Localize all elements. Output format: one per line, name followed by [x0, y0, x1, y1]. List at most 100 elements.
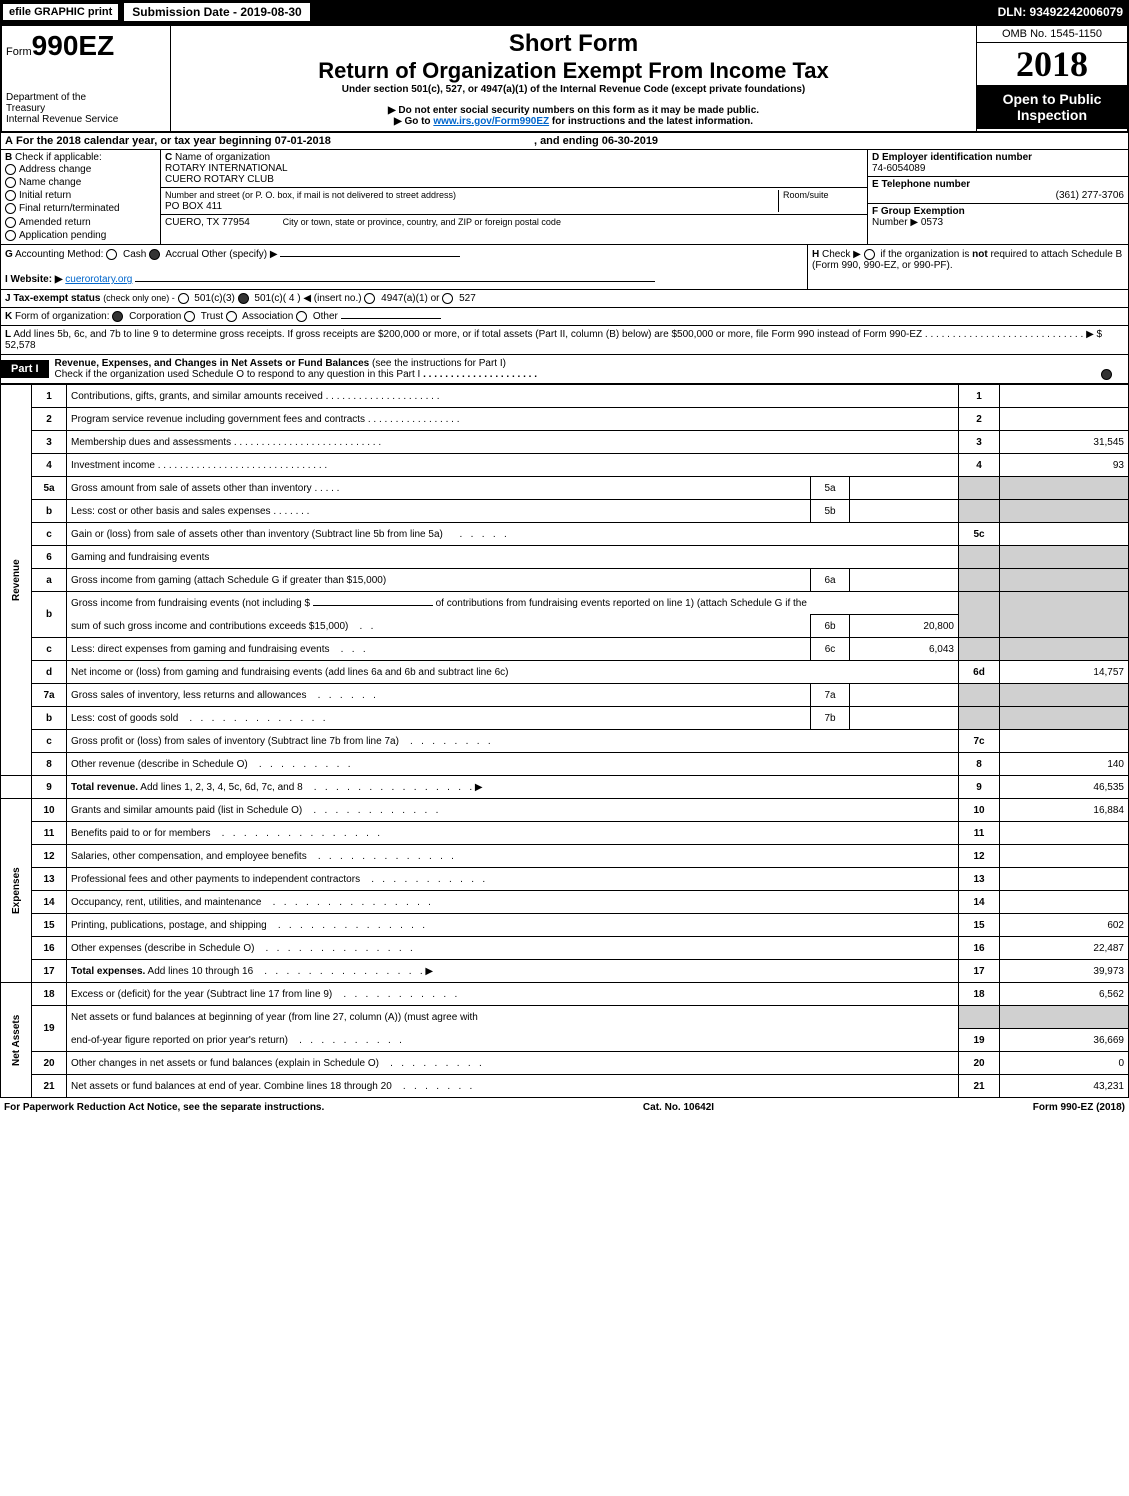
line15-col: 15: [959, 914, 1000, 937]
line7c-amt: [1000, 730, 1129, 753]
addr-change-label: Address change: [19, 164, 91, 175]
check-amended[interactable]: [5, 217, 16, 228]
line6a-sub: 6a: [811, 569, 850, 592]
instr-1: ▶ Do not enter social security numbers o…: [175, 105, 972, 116]
line18-col: 18: [959, 983, 1000, 1006]
line6-num: 6: [32, 546, 67, 569]
line6b-num: b: [32, 592, 67, 638]
line14-amt: [1000, 891, 1129, 914]
line3-col: 3: [959, 431, 1000, 454]
row-8: 8 Other revenue (describe in Schedule O)…: [1, 753, 1129, 776]
row-15: 15 Printing, publications, postage, and …: [1, 914, 1129, 937]
line9-num: 9: [32, 776, 67, 799]
check-527[interactable]: [442, 293, 453, 304]
line17-col: 17: [959, 960, 1000, 983]
website-link[interactable]: cuerorotary.org: [65, 274, 132, 285]
check-h[interactable]: [864, 249, 875, 260]
city-label: City or town, state or province, country…: [283, 217, 561, 227]
check-accrual[interactable]: [149, 249, 160, 260]
line1-col: 1: [959, 385, 1000, 408]
l-text: Add lines 5b, 6c, and 7b to line 9 to de…: [13, 329, 922, 340]
check-corp[interactable]: [112, 311, 123, 322]
line7a-text: Gross sales of inventory, less returns a…: [71, 690, 306, 701]
check-name-change[interactable]: [5, 177, 16, 188]
check-addr-change[interactable]: [5, 164, 16, 175]
g-label: G: [5, 249, 13, 260]
check-501c[interactable]: [238, 293, 249, 304]
main-title: Return of Organization Exempt From Incom…: [175, 58, 972, 84]
line2-num: 2: [32, 408, 67, 431]
f-num-value: 0573: [921, 217, 943, 228]
j-label: J Tax-exempt status: [5, 293, 100, 304]
check-assoc[interactable]: [226, 311, 237, 322]
check-pending[interactable]: [5, 230, 16, 241]
check-trust[interactable]: [184, 311, 195, 322]
row-7a: 7a Gross sales of inventory, less return…: [1, 684, 1129, 707]
check-other2[interactable]: [296, 311, 307, 322]
corp-label: Corporation: [129, 311, 181, 322]
row-17: 17 Total expenses. Add lines 10 through …: [1, 960, 1129, 983]
line7a-num: 7a: [32, 684, 67, 707]
top-bar: efile GRAPHIC print Submission Date - 20…: [0, 0, 1129, 24]
line20-amt: 0: [1000, 1052, 1129, 1075]
irs-link[interactable]: www.irs.gov/Form990EZ: [433, 116, 549, 127]
501c-label: 501(c)( 4 ) ◀ (insert no.): [254, 293, 361, 304]
line8-amt: 140: [1000, 753, 1129, 776]
instr-2-pre: ▶ Go to: [394, 116, 433, 127]
check-4947[interactable]: [364, 293, 375, 304]
grey-6b-1: [959, 592, 1000, 638]
check-initial[interactable]: [5, 190, 16, 201]
section-j: J Tax-exempt status (check only one) - 5…: [0, 290, 1129, 308]
l-dots: . . . . . . . . . . . . . . . . . . . . …: [925, 329, 1086, 340]
grey-19-2: [1000, 1006, 1129, 1029]
line7b-num: b: [32, 707, 67, 730]
line13-num: 13: [32, 868, 67, 891]
line4-text: Investment income: [71, 460, 155, 471]
row-7b: b Less: cost of goods sold . . . . . . .…: [1, 707, 1129, 730]
k-text: Form of organization:: [15, 311, 110, 322]
line5b-sub: 5b: [811, 500, 850, 523]
line2-amt: [1000, 408, 1129, 431]
row-19-1: 19 Net assets or fund balances at beginn…: [1, 1006, 1129, 1029]
open-public-2: Inspection: [981, 107, 1123, 123]
line1-num: 1: [32, 385, 67, 408]
check-cash[interactable]: [106, 249, 117, 260]
line10-col: 10: [959, 799, 1000, 822]
netassets-side-label: Net Assets: [1, 983, 32, 1098]
line11-col: 11: [959, 822, 1000, 845]
grey-6c-2: [1000, 638, 1129, 661]
line20-col: 20: [959, 1052, 1000, 1075]
row-5b: b Less: cost or other basis and sales ex…: [1, 500, 1129, 523]
box-c: C Name of organization ROTARY INTERNATIO…: [161, 150, 868, 244]
part1-check-text: Check if the organization used Schedule …: [55, 369, 421, 380]
row-10: Expenses 10 Grants and similar amounts p…: [1, 799, 1129, 822]
row-7c: c Gross profit or (loss) from sales of i…: [1, 730, 1129, 753]
line13-col: 13: [959, 868, 1000, 891]
line13-amt: [1000, 868, 1129, 891]
line18-num: 18: [32, 983, 67, 1006]
line17-num: 17: [32, 960, 67, 983]
grey-6-1: [959, 546, 1000, 569]
line5c-num: c: [32, 523, 67, 546]
line6b-text2: of contributions from fundraising events…: [436, 598, 807, 609]
row-11: 11 Benefits paid to or for members . . .…: [1, 822, 1129, 845]
section-a: A For the 2018 calendar year, or tax yea…: [0, 133, 1129, 150]
line6d-col: 6d: [959, 661, 1000, 684]
line11-amt: [1000, 822, 1129, 845]
line21-amt: 43,231: [1000, 1075, 1129, 1098]
row-21: 21 Net assets or fund balances at end of…: [1, 1075, 1129, 1098]
row-18: Net Assets 18 Excess or (deficit) for th…: [1, 983, 1129, 1006]
accrual-label: Accrual: [165, 249, 198, 260]
line10-amt: 16,884: [1000, 799, 1129, 822]
grey-6b-2: [1000, 592, 1129, 638]
part1-title-sub: (see the instructions for Part I): [372, 358, 506, 369]
line19-text2: end-of-year figure reported on prior yea…: [71, 1035, 288, 1046]
check-501c3[interactable]: [178, 293, 189, 304]
efile-print-button[interactable]: efile GRAPHIC print: [2, 3, 119, 21]
check-final[interactable]: [5, 203, 16, 214]
footer-left: For Paperwork Reduction Act Notice, see …: [4, 1102, 324, 1113]
check-part1[interactable]: [1101, 369, 1112, 380]
row-2: 2 Program service revenue including gove…: [1, 408, 1129, 431]
row-6a: a Gross income from gaming (attach Sched…: [1, 569, 1129, 592]
line5b-text: Less: cost or other basis and sales expe…: [71, 506, 271, 517]
